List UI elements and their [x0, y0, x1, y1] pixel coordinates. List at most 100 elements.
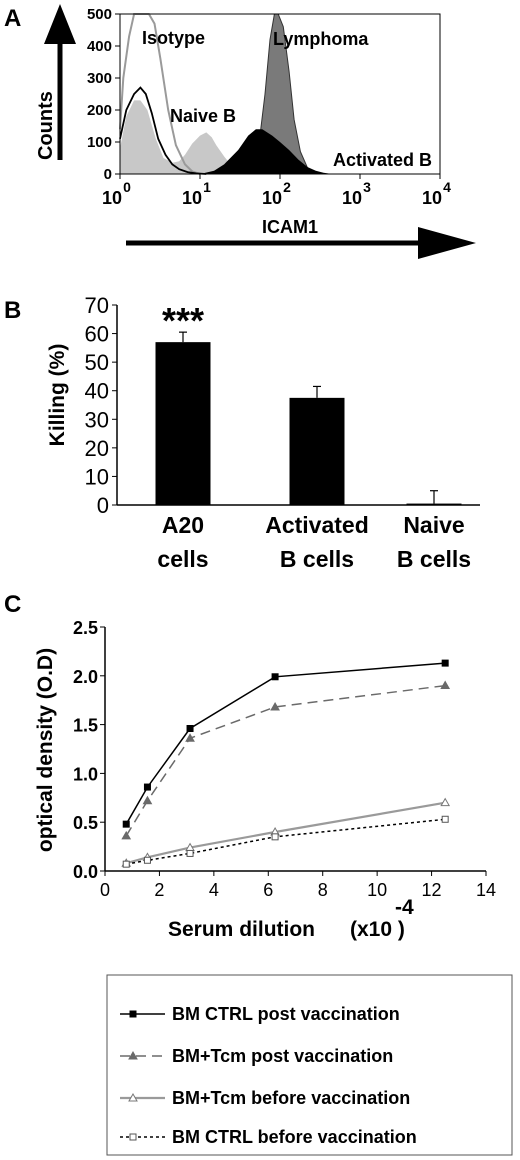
data-point — [441, 659, 449, 667]
y-tick-label: 20 — [85, 436, 109, 461]
x-tick-label: 8 — [318, 880, 328, 900]
y-tick-label: 60 — [85, 322, 109, 347]
histogram-y-ticks: 0 100 200 300 400 500 — [87, 6, 120, 183]
histogram-label: Naive B — [170, 106, 236, 126]
x-tick-label: 10 — [367, 880, 387, 900]
panel-letter-b: B — [4, 297, 21, 324]
data-point — [271, 673, 279, 681]
x-tick-base: 10 — [342, 188, 362, 208]
x-tick-label: 6 — [263, 880, 273, 900]
series-line — [125, 801, 446, 865]
histogram-series-group — [119, 13, 333, 175]
y-tick-label: 30 — [85, 407, 109, 432]
x-tick-base: 10 — [182, 188, 202, 208]
data-point — [129, 1010, 137, 1018]
x-tick-exponent: 0 — [123, 179, 131, 195]
category-label: Activated — [265, 512, 369, 538]
x-tick-exponent: 4 — [443, 179, 451, 195]
data-point — [128, 1092, 138, 1102]
data-point — [441, 815, 449, 823]
y-tick-label: 50 — [85, 350, 109, 375]
data-point — [186, 725, 194, 733]
panel-b-bar-chart: 0 10 20 30 40 50 60 70 A20 cells Activated B cells N… — [46, 293, 480, 572]
x-tick-exponent: 2 — [283, 179, 291, 195]
legend-label: BM CTRL before vaccination — [172, 1127, 417, 1147]
legend-label: BM+Tcm post vaccination — [172, 1046, 393, 1066]
y-tick-label: 40 — [85, 379, 109, 404]
data-point — [142, 795, 153, 805]
panel-letter-a: A — [4, 5, 21, 32]
data-point — [185, 733, 195, 742]
icam1-arrow-head — [418, 227, 476, 259]
panel-c-line-chart: 0.0 0.5 1.0 1.5 2.0 2.5 0 2 4 6 8 10 12 14 optical de… — [34, 618, 513, 1156]
data-point — [121, 830, 132, 840]
legend-entries: BM CTRL post vaccination BM+Tcm post vacc… — [120, 1004, 417, 1147]
x-tick-label: 12 — [422, 880, 442, 900]
x-tick-label: 14 — [476, 880, 496, 900]
bar — [289, 397, 345, 505]
histogram-series-labels: Isotype Naive B Lymphoma Activated B — [142, 28, 432, 170]
series-bm-ctrl-post-vaccination — [122, 659, 449, 828]
histogram-label: Lymphoma — [273, 29, 369, 49]
y-tick-label: 300 — [87, 70, 112, 87]
x-tick-base: 10 — [422, 188, 442, 208]
y-tick-label: 10 — [85, 464, 109, 489]
histogram-label: Isotype — [142, 28, 205, 48]
x-tick-exponent: 1 — [203, 179, 211, 195]
x-tick-label: 4 — [209, 880, 219, 900]
data-point — [186, 849, 194, 857]
x-tick-label: 2 — [154, 880, 164, 900]
killing-axes: 0 10 20 30 40 50 60 70 A20 cells Activated B cells N… — [85, 293, 480, 572]
bar — [155, 342, 211, 505]
category-label: cells — [157, 546, 208, 572]
data-point — [122, 860, 130, 868]
category-label: B cells — [280, 546, 354, 572]
data-point — [128, 1050, 138, 1060]
series-line — [125, 662, 446, 825]
x-tick-label: 0 — [100, 880, 110, 900]
series-bm-ctrl-before-vaccination — [122, 815, 449, 868]
series-bm-tcm-before-vaccination — [121, 797, 451, 867]
data-point — [122, 820, 130, 828]
x-tick-exponent: 3 — [363, 179, 371, 195]
x-tick-base: 10 — [262, 188, 282, 208]
category-label: B cells — [397, 546, 471, 572]
legend-label: BM+Tcm before vaccination — [172, 1088, 410, 1108]
histogram-label: Activated B — [333, 150, 432, 170]
y-tick-label: 200 — [87, 102, 112, 119]
y-tick-label: 0 — [104, 166, 112, 183]
killing-axis-label: Killing (%) — [46, 344, 69, 447]
data-point — [271, 833, 279, 841]
legend-label: BM CTRL post vaccination — [172, 1004, 400, 1024]
od-axes: 0.0 0.5 1.0 1.5 2.0 2.5 0 2 4 6 8 10 12 14 — [73, 618, 496, 900]
killing-bars — [155, 331, 462, 505]
counts-axis-label: Counts — [35, 91, 57, 160]
histogram-naive-b-trace — [120, 100, 249, 174]
y-tick-label: 2.0 — [73, 667, 98, 687]
series-line — [126, 818, 446, 865]
legend-box — [106, 974, 513, 1156]
significance-stars: *** — [162, 300, 204, 341]
data-point — [129, 1133, 137, 1141]
category-label: Naive — [403, 512, 464, 538]
serum-dilution-label: Serum dilution — [168, 918, 315, 941]
y-tick-label: 70 — [85, 293, 109, 318]
y-tick-label: 1.0 — [73, 764, 98, 784]
counts-arrow-head — [44, 4, 76, 44]
serum-dilution-unit: (x10 ) — [350, 918, 405, 941]
series-line — [125, 684, 446, 837]
x-tick-base: 10 — [102, 188, 122, 208]
histogram-activated-b-trace — [200, 129, 333, 174]
data-point — [440, 797, 451, 807]
y-tick-label: 2.5 — [73, 618, 98, 638]
data-point — [440, 680, 451, 690]
od-series-lines — [121, 659, 451, 868]
data-point — [143, 783, 151, 791]
y-tick-label: 0 — [97, 493, 109, 518]
icam1-axis-label: ICAM1 — [262, 217, 318, 237]
data-point — [270, 702, 280, 711]
y-tick-label: 0.5 — [73, 813, 98, 833]
